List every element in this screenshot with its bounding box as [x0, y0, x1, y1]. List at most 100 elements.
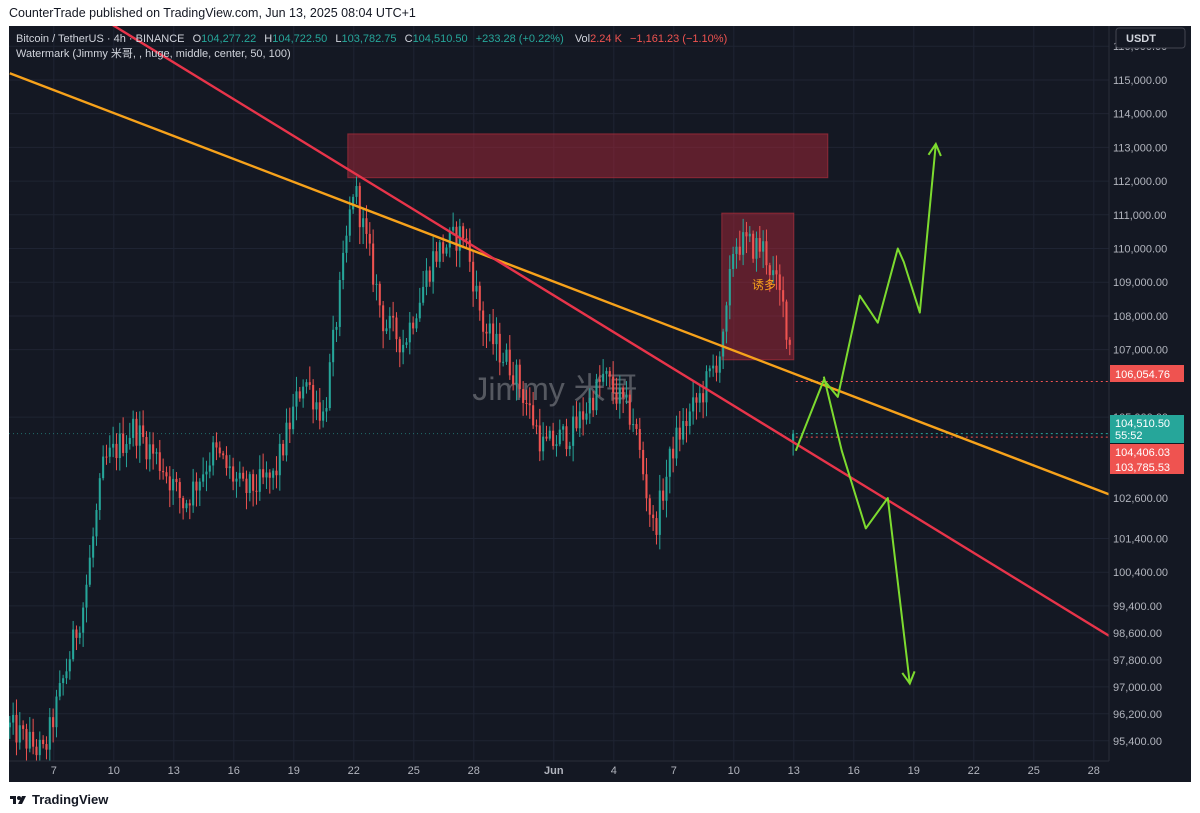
candle-body [252, 474, 255, 491]
candle-body [308, 382, 311, 385]
candle-body [592, 397, 595, 411]
candle-body [735, 246, 738, 254]
candle-body [778, 274, 781, 291]
drawings-front [9, 26, 1111, 686]
low-b-label: 103,785.53 [1115, 462, 1170, 474]
tradingview-logo[interactable]: TradingView [9, 792, 108, 807]
candle-body [682, 421, 685, 440]
candle-body [788, 339, 791, 345]
watermark-legend: Watermark (Jimmy 米哥, , huge, middle, cen… [16, 47, 291, 60]
candle-body [392, 315, 395, 318]
candle-body [395, 317, 398, 340]
candle-body [672, 448, 675, 459]
candle-body [65, 671, 68, 679]
price-tick-label: 100,400.00 [1113, 567, 1168, 579]
low-label: L [335, 33, 341, 45]
chart-frame[interactable]: Jimmy 米哥 诱多 Bitcoin / TetherUS · 4h · BI… [9, 26, 1191, 782]
candle-body [262, 469, 265, 478]
price-tick-label: 115,000.00 [1113, 75, 1167, 87]
candle-body [462, 226, 465, 239]
price-tick-label: 113,000.00 [1113, 142, 1167, 154]
candle-body [125, 444, 128, 453]
bottom-bar: TradingView [0, 784, 1200, 813]
candle-body [105, 456, 108, 458]
candle-body [478, 285, 481, 311]
price-tick-label: 111,000.00 [1113, 210, 1166, 222]
price-axis[interactable]: 116,000.00115,000.00114,000.00113,000.00… [1108, 26, 1191, 782]
currency-button-label[interactable]: USDT [1126, 33, 1156, 45]
candle-body [695, 397, 698, 403]
candle-body [305, 382, 308, 387]
candle-body [248, 474, 251, 494]
candle-body [385, 328, 388, 332]
candle-body [545, 436, 548, 439]
currency-button-frame[interactable] [1115, 27, 1186, 49]
candle-body [762, 241, 765, 252]
currency-button[interactable]: USDT [1115, 27, 1186, 49]
candle-body [195, 481, 198, 491]
candle-body [532, 405, 535, 426]
candle-body [472, 261, 475, 292]
candle-body [598, 379, 601, 382]
candle-body [685, 421, 688, 426]
candle-body [668, 448, 671, 477]
candle-body [715, 365, 718, 373]
candle-body [428, 270, 431, 282]
candle-body [438, 242, 441, 262]
price-tick-label: 97,800.00 [1113, 655, 1162, 667]
candle-body [352, 196, 355, 210]
candle-body [78, 632, 81, 638]
level-red-label: 106,054.76 [1115, 369, 1170, 381]
price-axis-background [1109, 26, 1191, 782]
candle-body [75, 629, 78, 638]
candle-body [98, 478, 101, 511]
red-trendline [112, 26, 1111, 638]
candle-body [182, 497, 185, 509]
candle-body [382, 305, 385, 332]
candle-body [175, 478, 178, 483]
candle-body [402, 344, 405, 353]
candle-body [588, 397, 591, 414]
volume-change: −1,161.23 (−1.10%) [630, 33, 727, 45]
candle-body [698, 393, 701, 403]
candle-body [522, 389, 525, 403]
candle-body [552, 430, 555, 446]
candle-body [768, 265, 771, 276]
candle-body [142, 425, 145, 438]
candle-body [128, 437, 131, 445]
candle-body [582, 411, 585, 420]
bearish-projection-arrowhead [901, 671, 916, 686]
candle-body [585, 413, 588, 420]
candle-body [95, 510, 98, 537]
candle-body [475, 285, 478, 292]
candle-body [118, 433, 121, 459]
candle-body [198, 481, 201, 491]
candle-body [102, 456, 105, 479]
candle-body [108, 447, 111, 457]
tradingview-brand: TradingView [32, 792, 109, 807]
open-value: 104,277.22 [201, 33, 256, 45]
candle-body [482, 310, 485, 332]
candle-body [732, 253, 735, 269]
candle-body [235, 478, 238, 482]
candle-body [318, 402, 321, 421]
candle-body [608, 371, 611, 377]
candle-body [648, 498, 651, 515]
time-axis[interactable]: 7 10 13 16 19 22 25 28 Jun 4 7 10 13 16 19 22 25 28 [9, 760, 1191, 782]
time-tick-label: 10 [728, 765, 740, 777]
candle-body [222, 453, 225, 456]
candlestick-chart[interactable]: Jimmy 米哥 诱多 Bitcoin / TetherUS · 4h · BI… [9, 26, 1191, 782]
time-axis-background [9, 761, 1191, 782]
candle-body [18, 725, 21, 743]
candle-body [785, 301, 788, 340]
low-b-tag [1110, 459, 1184, 474]
candle-body [658, 490, 661, 535]
orange-trendline [9, 72, 1111, 496]
candle-body [32, 731, 35, 747]
candle-body [425, 270, 428, 287]
candle-body [508, 349, 511, 376]
candle-body [152, 444, 155, 454]
close-value: 104,510.50 [413, 33, 468, 45]
high-value: 104,722.50 [272, 33, 327, 45]
